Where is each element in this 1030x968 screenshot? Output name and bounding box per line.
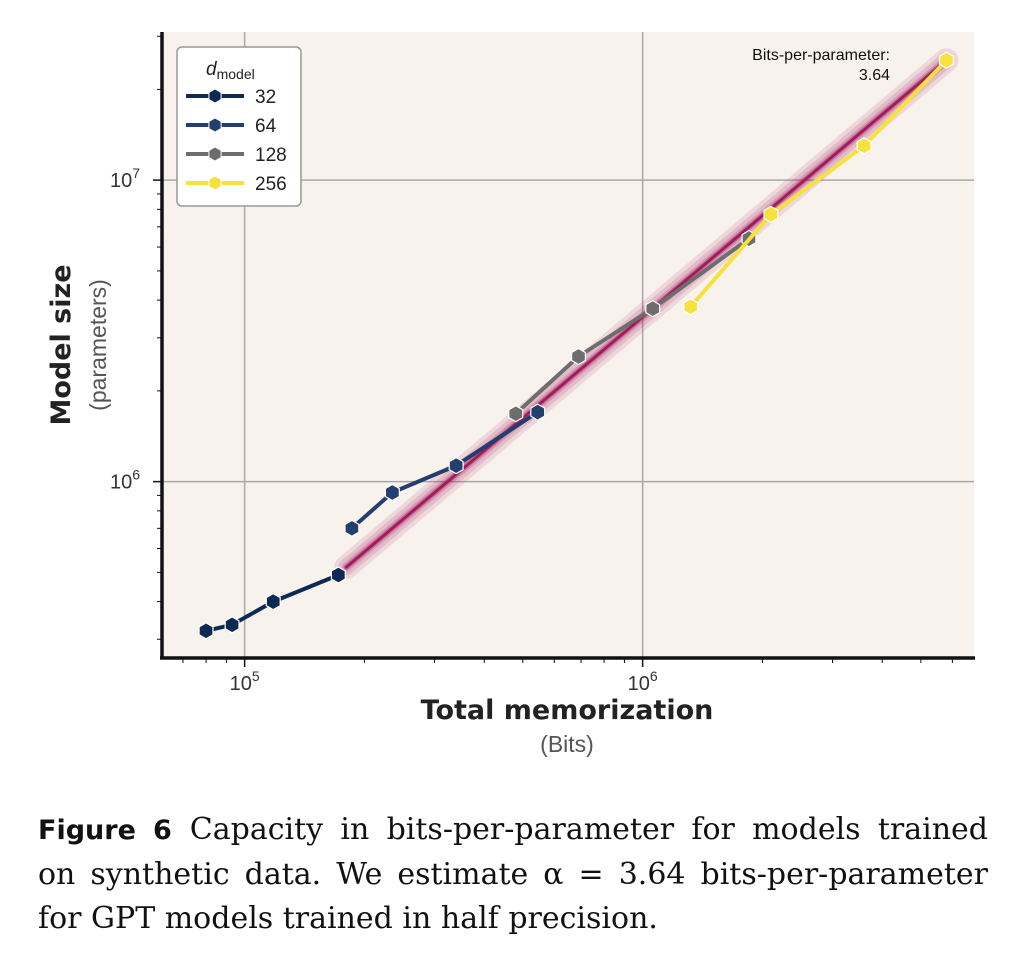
data-point [938,51,955,69]
annotation: Bits-per-parameter: 3.64 [752,47,890,84]
legend-swatch-marker [208,175,222,191]
legend-items: 32 64 128 256 [186,87,287,195]
x-tick-base: 10 [230,673,252,695]
data-point [763,205,779,224]
y-tick-exponent: 6 [132,467,140,483]
series-256 [683,51,955,316]
series-line [689,58,948,309]
legend-swatch-marker [208,117,222,133]
x-tick-label: 105 [230,668,260,695]
x-tick-exponent: 6 [650,668,658,684]
series-group [198,51,955,640]
data-point [224,616,240,634]
y-tick-base: 10 [110,472,132,494]
series-line [350,410,539,530]
y-tick-exponent: 7 [132,165,140,181]
y-axis-label: Model size (parameters) [46,264,111,425]
legend-item: 128 [186,145,287,166]
caption-label: Figure 6 [38,815,172,846]
x-tick-label: 106 [628,668,658,695]
series-line [514,236,751,416]
legend-swatch-marker [208,146,222,162]
legend-label: 64 [255,116,277,137]
legend-title: dmodel [206,59,255,82]
y-tick-label: 107 [110,165,140,192]
data-point [330,566,346,584]
data-point [344,519,360,537]
x-tick-exponent: 5 [252,668,260,684]
caption-text: Capacity in bits-per-parameter for model… [38,812,988,936]
data-point [570,347,587,366]
data-point [856,137,872,155]
data-point [198,622,214,640]
annotation-value: 3.64 [859,67,890,84]
annotation-title: Bits-per-parameter: [752,47,890,64]
legend-title-sub: model [217,66,255,82]
series-32 [198,566,346,640]
legend-item: 256 [186,174,287,195]
legend: dmodel 32 64 128 256 [176,46,302,207]
series-64 [344,403,546,537]
y-tick-label: 106 [110,467,140,494]
legend-label: 256 [255,174,287,195]
x-axis-unit: (Bits) [540,731,594,757]
series-128 [508,229,757,423]
legend-label: 32 [255,87,276,108]
legend-item: 32 [186,87,276,108]
data-point [645,299,661,318]
legend-item: 64 [186,116,277,137]
data-point [448,456,464,475]
data-point [530,403,546,421]
y-axis-title: Model size [46,264,77,425]
data-point [683,298,699,316]
data-point [384,483,400,502]
y-axis-unit: (parameters) [85,279,111,411]
legend-label: 128 [255,145,287,166]
x-axis-title: Total memorization [421,695,714,726]
data-point [508,405,524,423]
x-tick-base: 10 [628,673,650,695]
figure-caption: Figure 6 Capacity in bits-per-parameter f… [38,808,988,941]
legend-title-main: d [206,59,218,80]
series-line [205,573,340,633]
y-tick-base: 10 [110,170,132,192]
legend-swatch-marker [208,88,222,104]
data-point [265,592,281,611]
